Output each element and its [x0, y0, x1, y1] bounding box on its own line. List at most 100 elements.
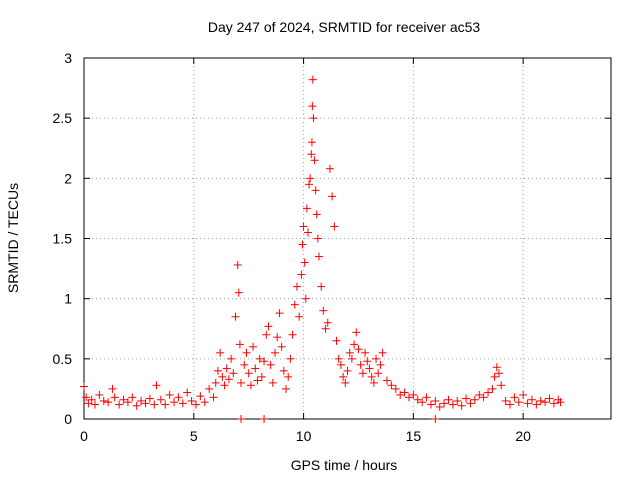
data-point	[308, 75, 317, 84]
data-point	[145, 394, 154, 403]
data-point	[328, 192, 337, 201]
data-point	[268, 378, 277, 387]
data-point	[341, 378, 350, 387]
data-point	[227, 354, 236, 363]
data-point	[409, 390, 418, 399]
data-point	[422, 393, 431, 402]
data-point	[311, 186, 320, 195]
data-point	[90, 400, 99, 409]
data-point	[319, 306, 328, 315]
data-point	[307, 138, 316, 147]
data-point	[119, 395, 128, 404]
data-point	[233, 260, 242, 269]
x-tick-label: 10	[296, 428, 312, 444]
data-point	[95, 390, 104, 399]
data-point	[323, 318, 332, 327]
data-point	[156, 395, 165, 404]
data-point	[132, 401, 141, 410]
data-point	[161, 400, 170, 409]
data-point	[462, 394, 471, 403]
data-point	[431, 415, 440, 423]
data-point	[275, 309, 284, 318]
data-point	[277, 342, 286, 351]
data-point	[213, 366, 222, 375]
y-tick-label: 2.5	[53, 110, 73, 126]
data-point	[191, 400, 200, 409]
data-point	[536, 396, 545, 405]
data-point	[505, 400, 514, 409]
y-tick-label: 1.5	[53, 231, 73, 247]
data-point	[354, 345, 363, 354]
data-point	[347, 354, 356, 363]
y-tick-label: 0.5	[53, 351, 73, 367]
data-point	[497, 381, 506, 390]
data-point	[330, 222, 339, 231]
data-point	[308, 102, 317, 111]
data-point	[396, 390, 405, 399]
data-point	[374, 369, 383, 378]
data-point	[183, 388, 192, 397]
data-point	[466, 399, 475, 408]
data-point	[123, 398, 132, 407]
data-point	[303, 228, 312, 237]
data-point	[205, 384, 214, 393]
data-point	[141, 399, 150, 408]
data-point	[321, 324, 330, 333]
data-point	[431, 396, 440, 405]
data-point	[178, 399, 187, 408]
data-point	[444, 395, 453, 404]
data-point	[288, 330, 297, 339]
data-point	[87, 395, 96, 404]
data-point	[170, 398, 179, 407]
data-point	[231, 312, 240, 321]
data-point	[286, 354, 295, 363]
y-tick-label: 1	[64, 291, 72, 307]
y-tick-label: 3	[64, 50, 72, 66]
data-point	[290, 300, 299, 309]
data-point	[273, 333, 282, 342]
data-point	[244, 369, 253, 378]
data-point	[361, 348, 370, 357]
data-point	[260, 415, 269, 423]
data-point	[418, 398, 427, 407]
data-point	[488, 384, 497, 393]
data-point	[110, 393, 119, 402]
data-point	[292, 282, 301, 291]
data-point	[372, 354, 381, 363]
data-point	[514, 398, 523, 407]
data-point	[365, 364, 374, 373]
data-point	[307, 150, 316, 159]
data-point	[279, 366, 288, 375]
data-point	[174, 393, 183, 402]
data-point	[492, 363, 501, 372]
data-point	[297, 270, 306, 279]
data-point	[200, 398, 209, 407]
x-tick-label: 0	[80, 428, 88, 444]
data-point	[211, 378, 220, 387]
data-point	[413, 395, 422, 404]
data-point	[440, 399, 449, 408]
data-point	[262, 330, 271, 339]
data-point	[479, 393, 488, 402]
data-point	[249, 342, 258, 351]
data-point	[240, 360, 249, 369]
data-point	[301, 294, 310, 303]
data-point	[255, 354, 264, 363]
y-axis-label: SRMTID / TECUs	[5, 183, 21, 293]
data-point	[104, 398, 113, 407]
data-point	[332, 336, 341, 345]
data-point	[367, 372, 376, 381]
data-point	[306, 174, 315, 183]
data-point	[510, 393, 519, 402]
data-point	[309, 114, 318, 123]
data-point	[527, 395, 536, 404]
data-point	[532, 400, 541, 409]
data-point	[363, 357, 372, 366]
data-point	[545, 394, 554, 403]
data-point	[325, 164, 334, 173]
scatter-points	[80, 75, 565, 423]
data-point	[187, 396, 196, 405]
data-point	[300, 258, 309, 267]
data-point	[242, 348, 251, 357]
